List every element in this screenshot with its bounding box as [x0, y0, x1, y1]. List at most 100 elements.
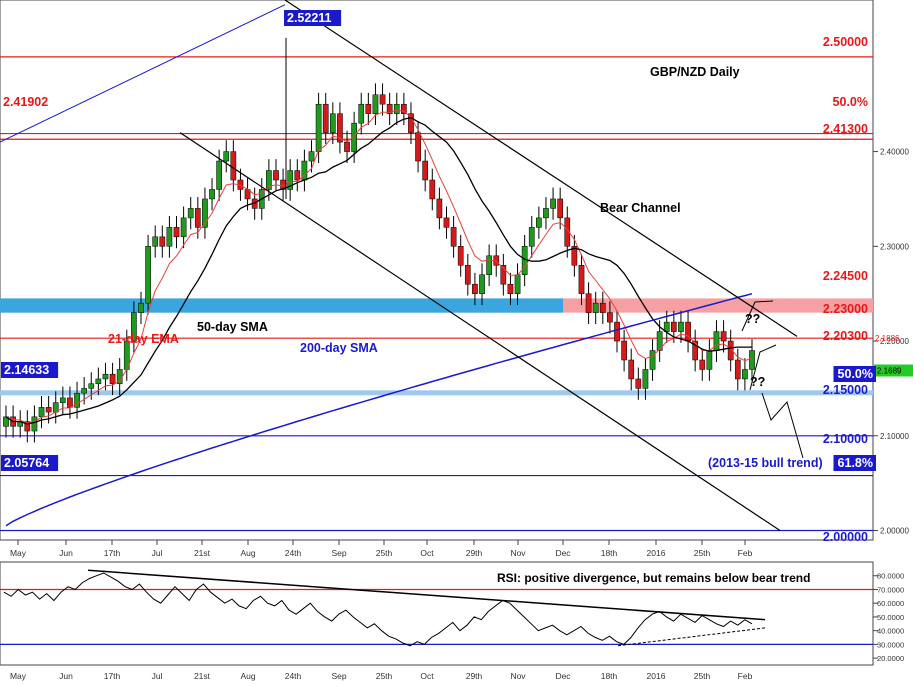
rsi-x-tick-label: 25th: [376, 671, 393, 681]
candle-down: [194, 208, 201, 228]
x-tick-label: Feb: [738, 548, 753, 558]
candle-up: [88, 383, 95, 389]
candle-down: [500, 265, 507, 285]
level-label-2-50: 2.50000: [823, 35, 868, 49]
y-tick-label: 2.30000: [880, 242, 909, 251]
level-label-2-146: 2.14633: [4, 363, 49, 377]
candle-down: [727, 340, 734, 361]
x-tick-label: 25th: [694, 548, 711, 558]
candle-down: [379, 94, 386, 105]
candle-up: [131, 312, 137, 342]
candle-down: [109, 373, 116, 384]
level-label-50pct-top: 50.0%: [833, 95, 868, 109]
level-label-2-413: 2.41300: [823, 122, 868, 136]
candle-down: [507, 283, 514, 294]
candle-up: [74, 392, 80, 408]
candle-up: [479, 274, 485, 294]
level-label-2-00: 2.00000: [823, 530, 868, 544]
candle-down: [294, 170, 301, 181]
sma-50-line: [5, 117, 752, 425]
candle-up: [287, 170, 294, 190]
candle-up: [308, 151, 315, 162]
candle-down: [557, 198, 564, 219]
candle-up: [592, 302, 599, 313]
channel-upper-line: [284, 0, 798, 337]
candle-down: [635, 378, 642, 389]
rsi-y-tick-label: 20.0000: [877, 654, 904, 663]
candle-down: [571, 246, 578, 266]
candle-up: [656, 331, 663, 351]
candle-up: [202, 198, 208, 228]
candle-up: [486, 255, 492, 275]
candle-down: [628, 359, 635, 380]
channel-lower-line: [179, 132, 781, 532]
candle-down: [564, 217, 571, 247]
level-label-2-10: 2.10000: [823, 432, 868, 446]
y-tick-label: 2.00000: [880, 527, 909, 536]
y-tick-label: 2.20000: [880, 337, 909, 346]
level-label-2-203: 2.20300: [823, 329, 868, 343]
level-label-2-23: 2.23000: [823, 302, 868, 316]
candle-down: [159, 236, 166, 247]
x-tick-label: 17th: [104, 548, 121, 558]
candle-up: [329, 113, 336, 133]
candle-down: [621, 340, 627, 361]
x-tick-label: Sep: [331, 548, 346, 558]
candle-up: [152, 236, 159, 247]
x-tick-label: 29th: [466, 548, 483, 558]
breakdown-arrow: [761, 392, 804, 459]
rsi-y-tick-label: 70.0000: [877, 585, 904, 594]
candle-down: [670, 321, 677, 332]
candle-down: [408, 113, 414, 133]
bull-trendline: [0, 4, 286, 143]
candle-down: [436, 198, 443, 219]
candle-down: [230, 151, 237, 181]
x-tick-label: 25th: [376, 548, 393, 558]
candle-down: [464, 265, 471, 285]
candle-down: [415, 132, 421, 162]
x-tick-label: May: [10, 548, 27, 558]
candle-up: [713, 331, 720, 351]
candle-up: [514, 274, 521, 294]
x-axis-band: [0, 541, 873, 555]
rsi-x-tick-label: Dec: [555, 671, 571, 681]
chart-title: GBP/NZD Daily: [650, 65, 740, 79]
candle-up: [536, 217, 542, 228]
rsi-x-tick-label: Sep: [331, 671, 346, 681]
bounce-arrow: [749, 344, 777, 391]
candle-down: [720, 331, 727, 342]
candle-up: [166, 227, 173, 247]
candle-down: [24, 421, 31, 432]
rsi-y-tick-label: 40.0000: [877, 627, 904, 636]
annotation-question-up: ??: [745, 312, 760, 326]
annotation-bull-trend: (2013-15 bull trend): [708, 456, 823, 470]
candle-down: [599, 302, 606, 313]
candle-down: [472, 283, 478, 294]
rsi-x-tick-label: 17th: [104, 671, 121, 681]
candle-down: [457, 246, 464, 266]
level-label-618pct: 61.8%: [838, 456, 873, 470]
candle-up: [266, 170, 272, 190]
rsi-y-tick-label: 30.0000: [877, 640, 904, 649]
candle-down: [699, 359, 706, 370]
candle-down: [322, 103, 329, 133]
rsi-x-tick-label: Oct: [420, 671, 434, 681]
rsi-x-tick-label: Feb: [738, 671, 753, 681]
candle-down: [607, 312, 613, 323]
candle-up: [81, 388, 88, 394]
candle-down: [585, 293, 592, 313]
candle-down: [614, 321, 620, 342]
candle-up: [209, 189, 215, 200]
annotation-question-down: ??: [750, 375, 765, 389]
rsi-x-tick-label: 18th: [601, 671, 618, 681]
rsi-y-tick-label: 60.0000: [877, 599, 904, 608]
candle-up: [550, 198, 556, 209]
rsi-x-tick-label: 2016: [647, 671, 666, 681]
level-label-peak-box: [284, 10, 342, 26]
last-price-tag: [874, 364, 913, 377]
candle-down: [578, 265, 585, 294]
candle-down: [443, 217, 450, 228]
level-label-2-146-box: [1, 362, 59, 378]
candle-up: [749, 350, 755, 370]
ema-21-line: [5, 109, 753, 424]
